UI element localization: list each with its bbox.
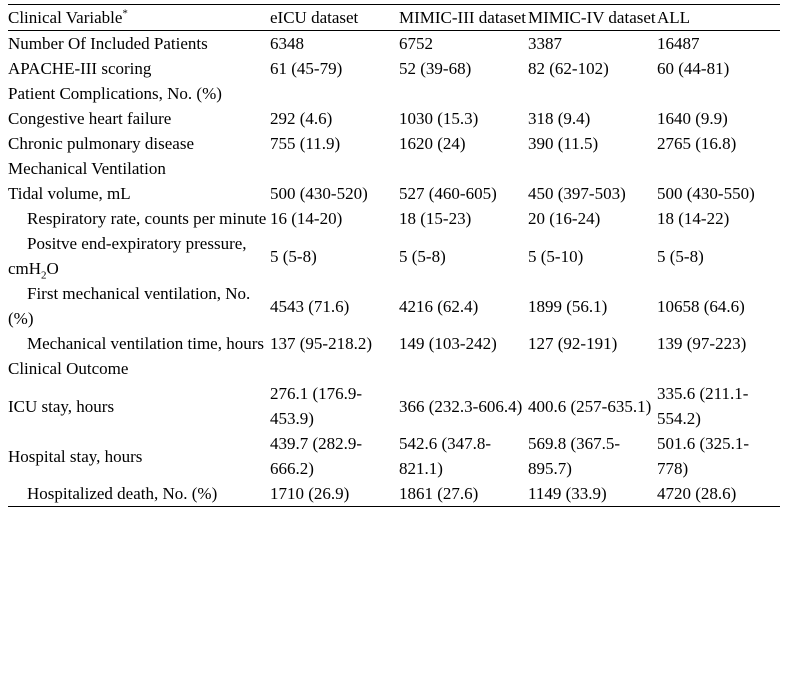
section-label: Mechanical Ventilation <box>8 159 166 178</box>
clinical-variables-table: Clinical Variable* eICU dataset MIMIC-II… <box>8 4 780 507</box>
cell-eicu: 1710 (26.9) <box>270 481 399 507</box>
section-row: Mechanical Ventilation <box>8 156 780 181</box>
cell-mimic3: 4216 (62.4) <box>399 296 479 316</box>
row-label: ICU stay, hours <box>8 396 115 416</box>
table-row: Mechanical ventilation time, hours 137 (… <box>8 331 780 356</box>
cell-eicu: 137 (95-218.2) <box>270 334 372 353</box>
row-label: Mechanical ventilation time, hours <box>27 334 264 353</box>
table-row: APACHE-III scoring 61 (45-79) 52 (39-68)… <box>8 56 780 81</box>
row-label: APACHE-III scoring <box>8 59 152 78</box>
cell-all: 1640 (9.9) <box>657 109 728 128</box>
cell-mimic4: 3387 <box>528 34 562 53</box>
cell-mimic4: 400.6 (257-635.1) <box>528 396 652 416</box>
header-all: ALL <box>657 4 780 31</box>
cell-mimic4: 1149 (33.9) <box>528 481 657 507</box>
cell-mimic4: 82 (62-102) <box>528 59 609 78</box>
cell-all: 10658 (64.6) <box>657 296 745 316</box>
cell-eicu: 292 (4.6) <box>270 109 333 128</box>
table-row: Number Of Included Patients 6348 6752 33… <box>8 31 780 57</box>
row-label: Positve end-expiratory pressure, cmH2O <box>8 234 247 282</box>
cell-all: 335.6 (211.1-554.2) <box>657 384 749 428</box>
cell-all: 5 (5-8) <box>657 246 704 266</box>
row-label: Congestive heart failure <box>8 109 172 128</box>
cell-eicu: 6348 <box>270 34 304 53</box>
cell-eicu: 276.1 (176.9-453.9) <box>270 384 363 428</box>
cell-mimic4: 20 (16-24) <box>528 209 601 228</box>
cell-mimic3: 6752 <box>399 34 433 53</box>
cell-mimic3: 52 (39-68) <box>399 59 472 78</box>
cell-mimic4: 450 (397-503) <box>528 184 626 203</box>
cell-mimic3: 366 (232.3-606.4) <box>399 396 523 416</box>
cell-mimic3: 18 (15-23) <box>399 209 472 228</box>
cell-mimic4: 318 (9.4) <box>528 109 591 128</box>
cell-all: 4720 (28.6) <box>657 481 780 507</box>
row-label: Number Of Included Patients <box>8 34 208 53</box>
header-clinical-variable: Clinical Variable* <box>8 4 270 31</box>
cell-mimic3: 1861 (27.6) <box>399 481 528 507</box>
cell-eicu: 439.7 (282.9-666.2) <box>270 434 363 478</box>
cell-eicu: 4543 (71.6) <box>270 296 350 316</box>
table-row: Positve end-expiratory pressure, cmH2O 5… <box>8 231 780 281</box>
cell-mimic4: 569.8 (367.5-895.7) <box>528 434 621 478</box>
table-row: First mechanical ventilation, No. (%) 45… <box>8 281 780 331</box>
cell-mimic4: 390 (11.5) <box>528 134 599 153</box>
cell-mimic4: 1899 (56.1) <box>528 296 608 316</box>
cell-eicu: 16 (14-20) <box>270 209 343 228</box>
section-label: Clinical Outcome <box>8 359 129 378</box>
cell-mimic3: 1030 (15.3) <box>399 109 479 128</box>
cell-all: 16487 <box>657 34 700 53</box>
cell-mimic3: 1620 (24) <box>399 134 466 153</box>
table-row: Hospitalized death, No. (%) 1710 (26.9) … <box>8 481 780 507</box>
cell-mimic4: 5 (5-10) <box>528 246 584 266</box>
header-mimic-iv-dataset: MIMIC-IV dataset <box>528 4 657 31</box>
cell-mimic3: 542.6 (347.8-821.1) <box>399 434 492 478</box>
cell-all: 60 (44-81) <box>657 59 730 78</box>
row-label: Tidal volume, mL <box>8 184 131 203</box>
header-mimic-iii-dataset: MIMIC-III dataset <box>399 4 528 31</box>
row-label: Hospitalized death, No. (%) <box>8 481 270 507</box>
cell-eicu: 61 (45-79) <box>270 59 343 78</box>
row-label: First mechanical ventilation, No. (%) <box>8 284 251 328</box>
cell-all: 501.6 (325.1-778) <box>657 434 750 478</box>
cell-eicu: 500 (430-520) <box>270 184 368 203</box>
cell-all: 139 (97-223) <box>657 334 747 353</box>
cell-mimic3: 527 (460-605) <box>399 184 497 203</box>
cell-mimic4: 127 (92-191) <box>528 334 618 353</box>
row-label: Chronic pulmonary disease <box>8 134 195 153</box>
cell-all: 18 (14-22) <box>657 209 730 228</box>
table-header-row: Clinical Variable* eICU dataset MIMIC-II… <box>8 4 780 31</box>
header-eicu-dataset: eICU dataset <box>270 4 399 31</box>
section-row: Clinical Outcome <box>8 356 780 381</box>
row-label: Hospital stay, hours <box>8 446 143 466</box>
table-row: ICU stay, hours 276.1 (176.9-453.9) 366 … <box>8 381 780 431</box>
table-row: Chronic pulmonary disease 755 (11.9) 162… <box>8 131 780 156</box>
cell-eicu: 755 (11.9) <box>270 134 341 153</box>
table-row: Tidal volume, mL 500 (430-520) 527 (460-… <box>8 181 780 206</box>
cell-mimic3: 5 (5-8) <box>399 246 446 266</box>
cell-eicu: 5 (5-8) <box>270 246 317 266</box>
cell-all: 2765 (16.8) <box>657 134 737 153</box>
row-label: Respiratory rate, counts per minute <box>27 209 267 228</box>
footnote-mark: * <box>122 7 128 20</box>
section-label: Patient Complications, No. (%) <box>8 84 222 103</box>
table-row: Hospital stay, hours 439.7 (282.9-666.2)… <box>8 431 780 481</box>
section-row: Patient Complications, No. (%) <box>8 81 780 106</box>
table-row: Congestive heart failure 292 (4.6) 1030 … <box>8 106 780 131</box>
table-row: Respiratory rate, counts per minute 16 (… <box>8 206 780 231</box>
cell-mimic3: 149 (103-242) <box>399 334 497 353</box>
cell-all: 500 (430-550) <box>657 184 755 203</box>
